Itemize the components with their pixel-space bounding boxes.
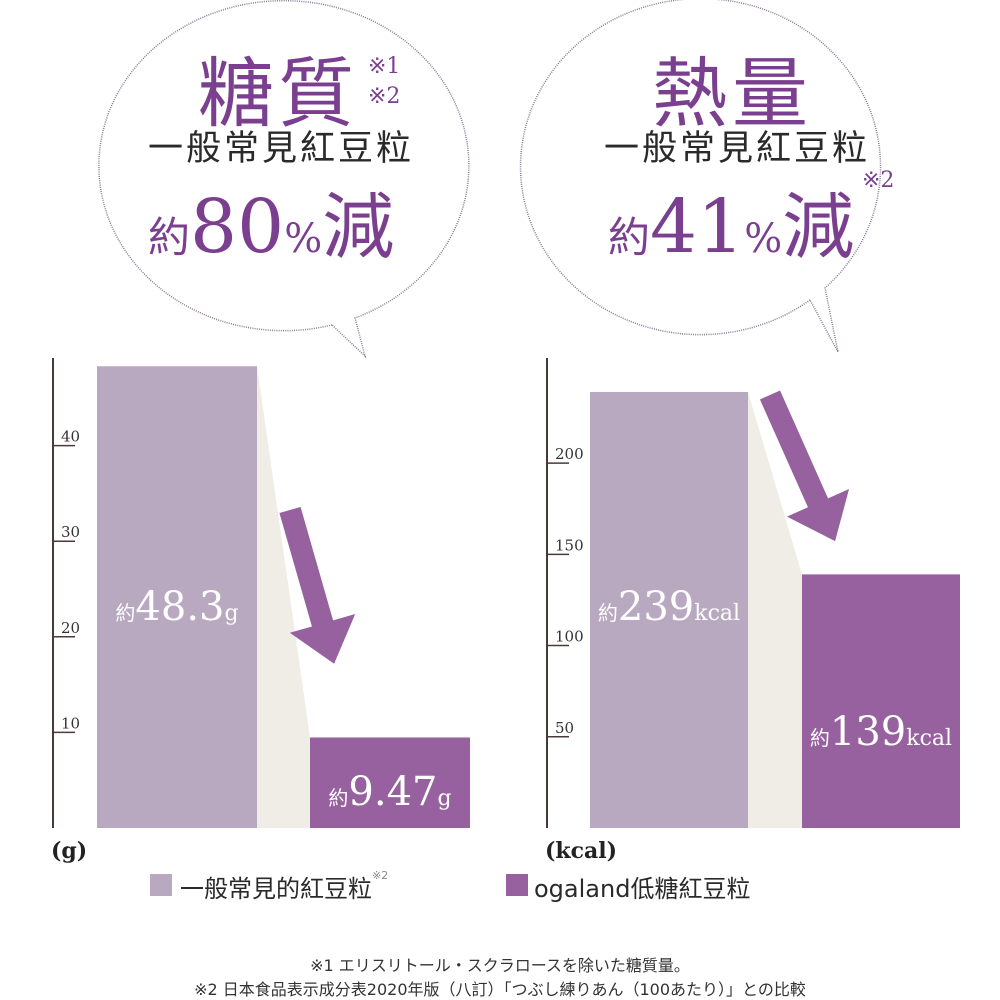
- left-bubble-subject: 一般常見紅豆粒: [148, 129, 415, 169]
- left-bubble-title: 糖質: [198, 49, 358, 138]
- bar-general: [97, 366, 257, 828]
- y-axis-unit: (kcal): [545, 838, 617, 864]
- y-axis-unit: (g): [51, 838, 87, 864]
- bar-value-label: 約139kcal: [810, 709, 952, 755]
- right-bubble-title: 熱量: [652, 49, 812, 138]
- left-bubble-reduction: 約80%減: [148, 184, 395, 270]
- speech-bubbles: [98, 0, 882, 359]
- y-tick-label: 10: [61, 714, 80, 732]
- drop-shadow-area: [748, 391, 802, 828]
- footnote-1: ※1 エリスリトール・スクラロースを除いた糖質量。: [310, 956, 690, 975]
- legend-swatch-general: [150, 874, 172, 896]
- y-tick-label: 200: [555, 445, 584, 463]
- down-arrow-icon: [759, 390, 850, 542]
- y-tick-label: 20: [61, 619, 80, 637]
- bar-value-label: 約9.47g: [328, 769, 451, 815]
- note-1: ※1: [368, 54, 401, 79]
- bar-value-label: 約239kcal: [598, 584, 740, 630]
- legend-label-general: 一般常見的紅豆粒※2: [180, 869, 389, 903]
- y-tick-label: 100: [555, 628, 584, 646]
- left-bubble-notes: ※1 ※2: [368, 52, 400, 112]
- right-bubble-subject: 一般常見紅豆粒: [604, 129, 871, 169]
- right-speech-bubble: [519, 0, 882, 353]
- right-bubble-reduction: 約41%減: [608, 184, 855, 270]
- bar-value-label: 約48.3g: [115, 584, 238, 630]
- bar-ogaland: [310, 737, 470, 828]
- y-tick-label: 150: [555, 536, 584, 554]
- legend-label-ogaland: ogaland低糖紅豆粒: [534, 875, 751, 903]
- y-tick-label: 50: [555, 719, 574, 737]
- left-speech-bubble: [98, 0, 470, 359]
- down-arrow-icon: [279, 506, 356, 664]
- drop-shadow-area: [257, 366, 310, 828]
- y-tick-label: 30: [61, 523, 80, 541]
- bar-ogaland: [802, 574, 960, 828]
- right-bubble-note: ※2: [862, 168, 895, 193]
- calorie-chart: 50 100 150 200 約239kcal 約139kcal (kcal): [545, 358, 960, 864]
- footnote-2: ※2 日本食品表示成分表2020年版（八訂）「つぶし練りあん（100あたり）」と…: [194, 980, 806, 999]
- bar-general: [590, 391, 748, 828]
- legend-swatch-ogaland: [506, 874, 528, 896]
- sugar-chart: 10 20 30 40 約48.3g 約9.47g (g): [51, 358, 470, 864]
- y-tick-label: 40: [61, 428, 80, 446]
- note-2: ※2: [368, 84, 401, 109]
